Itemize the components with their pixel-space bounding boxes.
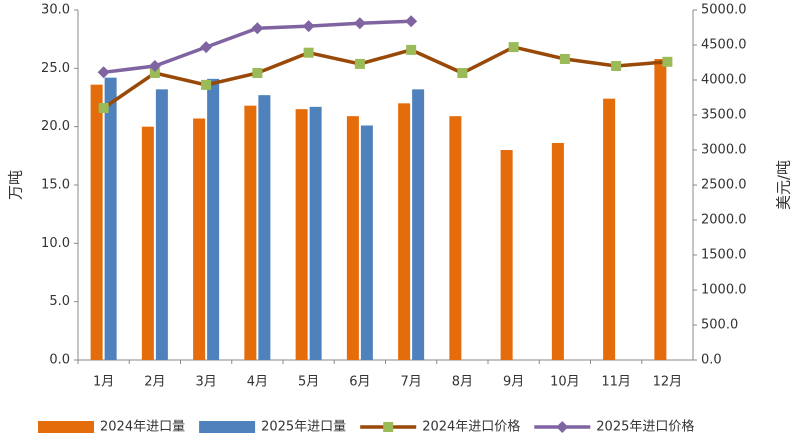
y-axis-label: 万吨 (7, 170, 25, 200)
bar (244, 105, 257, 361)
y2-tick-label: 4000.0 (701, 73, 747, 88)
y2-tick-label: 0.0 (701, 353, 722, 368)
y2-tick-label: 2000.0 (701, 213, 747, 228)
marker (251, 22, 264, 35)
marker (149, 68, 160, 78)
bar (603, 98, 616, 361)
y-tick-label: 0.0 (49, 353, 70, 368)
marker (611, 61, 622, 71)
y-tick-label: 5.0 (49, 294, 70, 309)
marker (405, 15, 418, 28)
marker (354, 58, 365, 69)
y2-tick-label: 3500.0 (701, 108, 747, 123)
legend-label: 2024年进口价格 (422, 419, 520, 435)
bar (141, 126, 154, 361)
bar (500, 150, 513, 360)
legend-swatch (38, 421, 94, 433)
marker (662, 56, 673, 67)
y2-tick-label: 500.0 (701, 318, 738, 333)
bar (449, 116, 462, 361)
legend-label: 2025年进口价格 (596, 419, 694, 435)
bar (654, 59, 667, 360)
y-tick-label: 25.0 (41, 61, 70, 76)
y2-tick-label: 1500.0 (701, 248, 747, 263)
y-tick-label: 15.0 (41, 178, 70, 193)
legend-label: 2025年进口量 (261, 420, 346, 435)
marker (303, 47, 314, 58)
x-tick-label: 1月 (93, 375, 114, 390)
y2-tick-label: 5000.0 (701, 3, 747, 18)
line (102, 45, 668, 110)
y2-axis-label: 美元/吨 (775, 160, 793, 210)
bar (207, 78, 220, 360)
legend-swatch (199, 421, 256, 433)
marker (556, 421, 569, 433)
marker (200, 41, 213, 54)
x-tick-label: 5月 (298, 375, 319, 390)
bar (104, 77, 117, 361)
marker (508, 42, 519, 53)
y-tick-label: 30.0 (41, 3, 70, 18)
y2-tick-label: 1000.0 (701, 283, 747, 298)
bar (551, 143, 564, 360)
bar (258, 95, 271, 361)
bar (309, 106, 322, 360)
legend-label: 2024年进口量 (100, 420, 185, 435)
bar (295, 109, 308, 361)
marker (353, 17, 366, 30)
marker (457, 68, 468, 78)
marker (201, 79, 212, 90)
marker (98, 103, 109, 113)
bar (90, 84, 103, 361)
bar (360, 125, 373, 360)
x-tick-label: 10月 (550, 375, 580, 390)
marker (302, 20, 315, 33)
marker (252, 68, 263, 78)
x-tick-label: 4月 (247, 375, 268, 390)
marker (559, 54, 570, 64)
bar (346, 116, 359, 361)
marker (406, 44, 417, 55)
marker (148, 60, 161, 72)
x-tick-label: 7月 (400, 375, 421, 390)
y-tick-label: 10.0 (41, 236, 70, 251)
y-tick-label: 20.0 (41, 119, 70, 134)
x-tick-label: 9月 (503, 375, 524, 390)
x-tick-label: 2月 (144, 375, 165, 390)
y2-tick-label: 3000.0 (701, 143, 747, 158)
x-tick-label: 8月 (452, 375, 473, 390)
bar (155, 89, 168, 360)
marker (97, 66, 110, 79)
x-tick-label: 12月 (653, 375, 683, 390)
bar (398, 103, 411, 360)
y2-tick-label: 2500.0 (701, 178, 747, 193)
bar (412, 89, 425, 360)
x-tick-label: 3月 (195, 375, 216, 390)
bar (193, 118, 206, 360)
marker (383, 422, 394, 432)
y2-tick-label: 4500.0 (701, 38, 747, 53)
x-tick-label: 11月 (601, 375, 631, 390)
x-tick-label: 6月 (349, 375, 370, 390)
